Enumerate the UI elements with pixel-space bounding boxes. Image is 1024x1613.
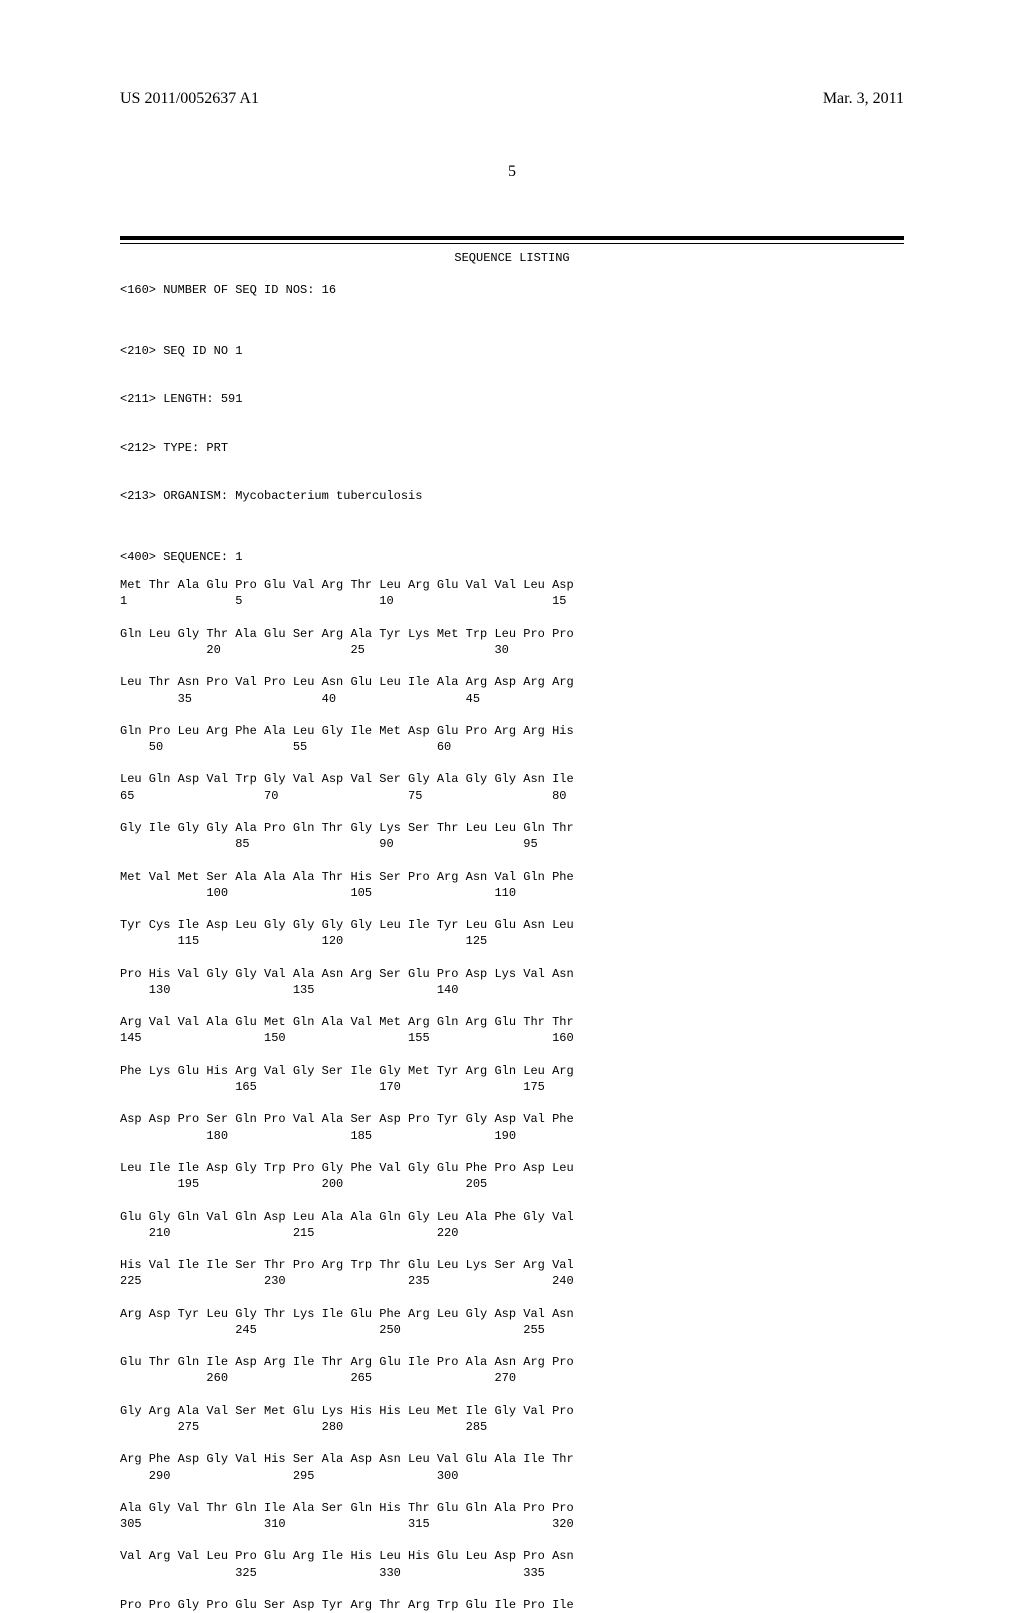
seq-metadata: <210> SEQ ID NO 1 <211> LENGTH: 591 <212…: [120, 310, 904, 537]
sequence-listing-title: SEQUENCE LISTING: [120, 250, 904, 266]
meta-line: <210> SEQ ID NO 1: [120, 343, 904, 359]
sequence-label: <400> SEQUENCE: 1: [120, 549, 904, 565]
page-number: 5: [120, 163, 904, 181]
publication-date: Mar. 3, 2011: [823, 90, 904, 108]
meta-line: <212> TYPE: PRT: [120, 440, 904, 456]
seq-count: <160> NUMBER OF SEQ ID NOS: 16: [120, 282, 904, 298]
page: US 2011/0052637 A1 Mar. 3, 2011 5 SEQUEN…: [0, 0, 1024, 1320]
publication-number: US 2011/0052637 A1: [120, 90, 259, 108]
sequence-body: Met Thr Ala Glu Pro Glu Val Arg Thr Leu …: [120, 577, 904, 1613]
horizontal-rule: [120, 236, 904, 244]
meta-line: <211> LENGTH: 591: [120, 391, 904, 407]
meta-line: <213> ORGANISM: Mycobacterium tuberculos…: [120, 488, 904, 504]
page-header: US 2011/0052637 A1 Mar. 3, 2011: [120, 90, 904, 108]
